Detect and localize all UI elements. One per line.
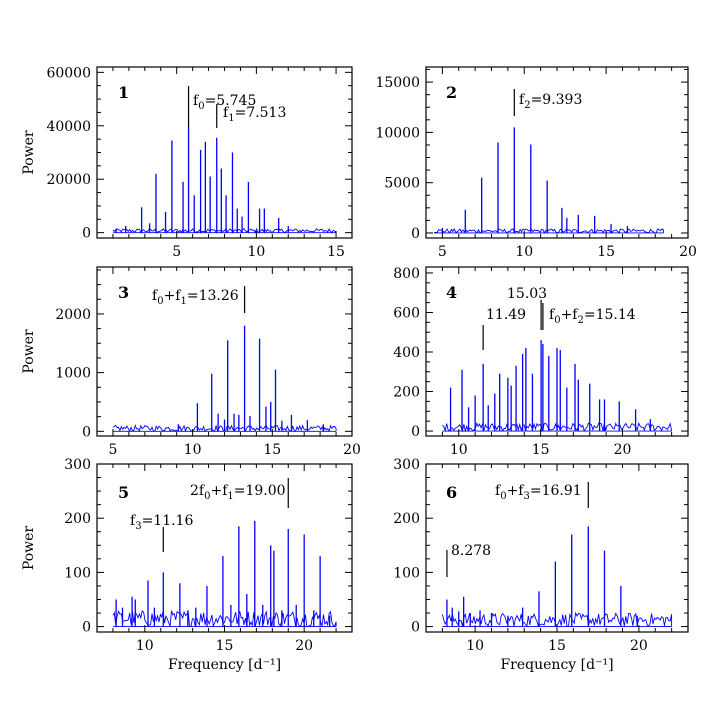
- x-tick-label-2-0: 5: [438, 244, 447, 260]
- x-tick-label-3-0: 5: [108, 442, 117, 458]
- x-tick-label-4-1: 15: [532, 442, 550, 458]
- x-axis-label-5: Frequency [d⁻¹]: [168, 657, 281, 673]
- x-tick-label-4-0: 10: [450, 442, 468, 458]
- panel-3: 5 10 15 20 0 1000 2000 Power 3 f0+f1=13.26: [21, 266, 361, 458]
- x-tick-label-3-3: 20: [343, 442, 361, 458]
- y-tick-label-6-0: 0: [411, 620, 420, 636]
- x-tick-label-5-0: 10: [136, 638, 154, 654]
- y-axis-label-5: Power: [21, 526, 37, 571]
- y-tick-label-2-3: 15000: [375, 75, 420, 91]
- y-tick-label-1-0: 0: [82, 226, 91, 242]
- x-tick-label-6-2: 20: [630, 638, 648, 654]
- y-axis-label-1: Power: [21, 130, 37, 175]
- y-tick-label-5-3: 300: [64, 457, 91, 473]
- annotation-label-1-0: f0=5.745: [193, 93, 256, 112]
- y-tick-label-6-1: 100: [393, 565, 420, 581]
- x-tick-label-2-1: 10: [515, 244, 533, 260]
- annotation-label-3-0: f0+f1=13.26: [152, 288, 239, 307]
- panel-2: 5 10 15 20 0 5000 10000 15000 2 f2=9.393: [375, 66, 697, 260]
- x-tick-label-1-1: 10: [247, 244, 265, 260]
- x-tick-label-5-1: 15: [216, 638, 234, 654]
- x-tick-label-3-1: 10: [184, 442, 202, 458]
- annotation-label-6-1: f0+f3=16.91: [495, 483, 582, 502]
- annotation-label-5-1: 2f0+f1=19.00: [190, 483, 286, 502]
- x-tick-label-2-3: 20: [679, 244, 697, 260]
- panel-number-1: 1: [118, 83, 129, 102]
- y-tick-label-5-2: 200: [64, 511, 91, 527]
- annotation-label-6-0: 8.278: [451, 543, 491, 559]
- annotation-label-2-0: f2=9.393: [519, 92, 582, 111]
- y-tick-label-2-0: 0: [411, 226, 420, 242]
- x-axis-label-6: Frequency [d⁻¹]: [500, 657, 613, 673]
- x-tick-label-1-0: 5: [172, 244, 181, 260]
- y-tick-label-1-3: 60000: [46, 65, 91, 81]
- y-tick-label-4-0: 0: [411, 424, 420, 440]
- annotation-label-4-0: 11.49: [486, 307, 526, 323]
- y-tick-label-6-3: 300: [393, 457, 420, 473]
- annotation-label-4-1: 15.03: [507, 286, 547, 302]
- noise-floor-2: [434, 228, 664, 234]
- x-tick-label-2-2: 15: [597, 244, 615, 260]
- x-tick-label-6-0: 10: [466, 638, 484, 654]
- noise-floor-6: [441, 611, 673, 628]
- y-tick-label-3-0: 0: [82, 424, 91, 440]
- panel-number-6: 6: [446, 483, 457, 502]
- panel-1: 5 10 15 0 20000 40000 60000 Power 1 f0=5.745f1=7.…: [21, 65, 353, 260]
- x-tick-label-3-2: 15: [263, 442, 281, 458]
- y-tick-label-2-2: 10000: [375, 125, 420, 141]
- annotation-label-4-2: f0+f2=15.14: [549, 307, 636, 326]
- y-tick-label-4-1: 200: [393, 385, 420, 401]
- annotation-label-1-1: f1=7.513: [223, 105, 286, 124]
- noise-floor-4: [442, 421, 673, 433]
- panel-number-5: 5: [118, 483, 129, 502]
- y-tick-label-1-2: 40000: [46, 119, 91, 135]
- panel-4: 10 15 200200400600800411.4915.03f0+f2=15.1…: [393, 266, 689, 458]
- panel-number-2: 2: [446, 83, 457, 102]
- y-tick-label-4-4: 800: [393, 266, 420, 282]
- y-tick-label-1-1: 20000: [46, 172, 91, 188]
- y-tick-label-4-3: 600: [393, 305, 420, 321]
- x-tick-label-5-2: 20: [295, 638, 313, 654]
- y-tick-label-3-2: 2000: [55, 307, 91, 323]
- y-tick-label-5-0: 0: [82, 620, 91, 636]
- noise-floor-5: [112, 610, 337, 628]
- x-tick-label-4-2: 20: [614, 442, 632, 458]
- y-axis-label-3: Power: [21, 329, 37, 374]
- y-tick-label-6-2: 200: [393, 511, 420, 527]
- noise-floor-1: [112, 227, 337, 234]
- x-tick-label-1-2: 15: [327, 244, 345, 260]
- noise-floor-3: [112, 424, 337, 433]
- panel-number-4: 4: [446, 283, 457, 302]
- y-tick-label-4-2: 400: [393, 345, 420, 361]
- x-tick-label-6-1: 15: [548, 638, 566, 654]
- annotation-label-5-0: f3=11.16: [130, 513, 193, 532]
- y-tick-label-2-1: 5000: [384, 176, 420, 192]
- panel-number-3: 3: [118, 283, 129, 302]
- y-tick-label-3-1: 1000: [55, 366, 91, 382]
- y-tick-label-5-1: 100: [64, 565, 91, 581]
